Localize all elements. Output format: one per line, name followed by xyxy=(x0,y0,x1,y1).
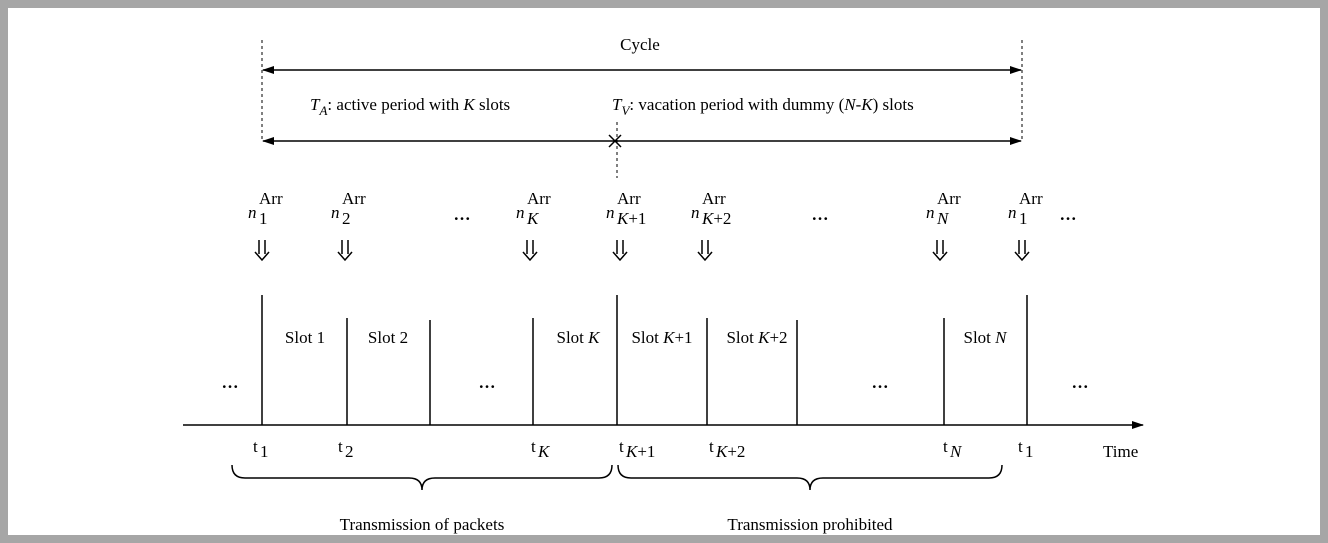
active-label: TA: active period with K slots xyxy=(310,95,510,118)
down-arrow xyxy=(612,240,628,262)
ellipsis: … xyxy=(872,373,889,392)
slot-label: Slot K xyxy=(557,328,602,347)
ellipsis: … xyxy=(1072,373,1089,392)
phase-label: Transmission prohibited xyxy=(727,515,893,534)
slot-label: Slot 1 xyxy=(285,328,325,347)
arrival-symbol: n xyxy=(1008,203,1017,222)
time-symbol: t xyxy=(619,437,624,456)
arrival-sub: K+1 xyxy=(616,209,646,228)
time-symbol: t xyxy=(709,437,714,456)
ellipsis: … xyxy=(1060,205,1077,224)
down-arrow xyxy=(697,240,713,262)
arrival-symbol: n xyxy=(516,203,525,222)
arrival-symbol: n xyxy=(691,203,700,222)
down-arrow xyxy=(932,240,948,262)
arrival-sub: 2 xyxy=(342,209,351,228)
symbol: T xyxy=(612,95,623,114)
text: ) slots xyxy=(873,95,914,114)
arrival-sub: N xyxy=(936,209,950,228)
phase-label: Transmission of packets xyxy=(340,515,505,534)
time-sub: K+1 xyxy=(625,442,655,461)
subscript: A xyxy=(318,103,327,118)
arrival-symbol: n xyxy=(606,203,615,222)
time-symbol: t xyxy=(338,437,343,456)
arrival-sup: Arr xyxy=(702,189,726,208)
arrival-sup: Arr xyxy=(1019,189,1043,208)
slot-label: Slot K+1 xyxy=(631,328,692,347)
text: : active period with xyxy=(327,95,463,114)
arrival-symbol: n xyxy=(331,203,340,222)
text: slots xyxy=(475,95,510,114)
arrival-sub: K+2 xyxy=(701,209,731,228)
time-symbol: t xyxy=(253,437,258,456)
time-symbol: t xyxy=(943,437,948,456)
arrival-sub: 1 xyxy=(259,209,268,228)
brace xyxy=(231,464,613,491)
variable: K xyxy=(860,95,874,114)
slot-label: Slot K+2 xyxy=(726,328,787,347)
arrival-sup: Arr xyxy=(527,189,551,208)
time-sub: K xyxy=(537,442,551,461)
arrival-sup: Arr xyxy=(617,189,641,208)
arrival-sup: Arr xyxy=(342,189,366,208)
variable: K xyxy=(462,95,476,114)
ellipsis: … xyxy=(222,373,239,392)
arrival-sub: K xyxy=(526,209,540,228)
down-arrow xyxy=(522,240,538,262)
arrival-symbol: n xyxy=(926,203,935,222)
slot-label: Slot 2 xyxy=(368,328,408,347)
arrival-symbol: n xyxy=(248,203,257,222)
time-sub: 2 xyxy=(345,442,354,461)
time-symbol: t xyxy=(1018,437,1023,456)
time-sub: 1 xyxy=(1025,442,1034,461)
ellipsis: … xyxy=(812,205,829,224)
arrival-sub: 1 xyxy=(1019,209,1028,228)
variable: N xyxy=(843,95,857,114)
down-arrow xyxy=(1014,240,1030,262)
down-arrow xyxy=(337,240,353,262)
slot-label: Slot N xyxy=(964,328,1009,347)
axis-label: Time xyxy=(1103,442,1138,461)
brace xyxy=(617,464,1003,491)
cycle-label: Cycle xyxy=(620,35,660,54)
ellipsis: … xyxy=(454,205,471,224)
time-sub: N xyxy=(949,442,963,461)
vacation-label: TV: vacation period with dummy (N-K) slo… xyxy=(612,95,914,118)
time-sub: K+2 xyxy=(715,442,745,461)
ellipsis: … xyxy=(479,373,496,392)
arrival-sup: Arr xyxy=(259,189,283,208)
text: - xyxy=(856,95,862,114)
symbol: T xyxy=(310,95,321,114)
time-sub: 1 xyxy=(260,442,269,461)
down-arrow xyxy=(254,240,270,262)
subscript: V xyxy=(621,103,631,118)
cross-mark xyxy=(608,134,622,148)
text: : vacation period with dummy ( xyxy=(629,95,844,114)
arrival-sup: Arr xyxy=(937,189,961,208)
time-symbol: t xyxy=(531,437,536,456)
